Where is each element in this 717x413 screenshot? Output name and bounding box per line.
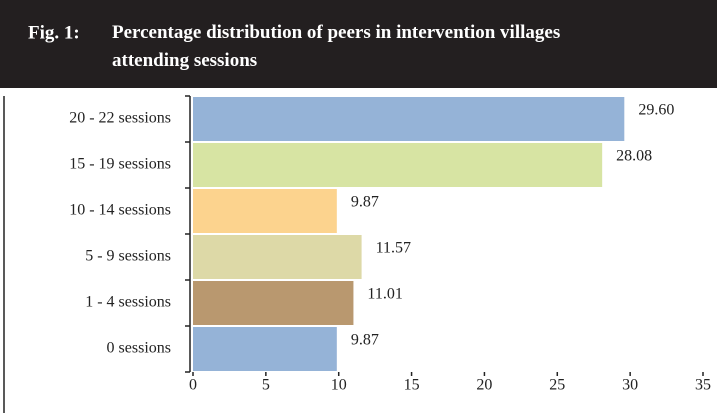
y-tick-label: 10 - 14 sessions	[69, 202, 171, 219]
value-label: 11.01	[367, 286, 402, 303]
bar	[193, 235, 362, 279]
x-tick-label: 5	[262, 377, 270, 394]
x-tick-label: 35	[695, 377, 711, 394]
y-tick-label: 20 - 22 sessions	[69, 110, 171, 127]
x-tick-label: 20	[476, 377, 492, 394]
value-label: 11.57	[376, 240, 411, 257]
value-label: 9.87	[351, 332, 379, 349]
bar	[193, 143, 603, 187]
x-tick-label: 25	[549, 377, 565, 394]
value-label: 28.08	[616, 148, 652, 165]
y-tick-label: 15 - 19 sessions	[69, 156, 171, 173]
y-tick-label: 1 - 4 sessions	[85, 294, 171, 311]
value-label: 9.87	[351, 194, 379, 211]
bar	[193, 281, 354, 325]
x-tick-label: 0	[189, 377, 197, 394]
x-tick-label: 15	[404, 377, 420, 394]
x-tick-label: 30	[622, 377, 638, 394]
title-box	[0, 0, 717, 88]
x-tick-label: 10	[331, 377, 347, 394]
y-tick-label: 0 sessions	[107, 340, 171, 357]
bar	[193, 97, 625, 141]
bar	[193, 327, 337, 371]
y-tick-label: 5 - 9 sessions	[85, 248, 171, 265]
figure-label: Fig. 1:	[28, 22, 80, 43]
bar	[193, 189, 337, 233]
chart-title: Percentage distribution of peers in inte…	[112, 22, 560, 71]
value-label: 29.60	[638, 102, 674, 119]
